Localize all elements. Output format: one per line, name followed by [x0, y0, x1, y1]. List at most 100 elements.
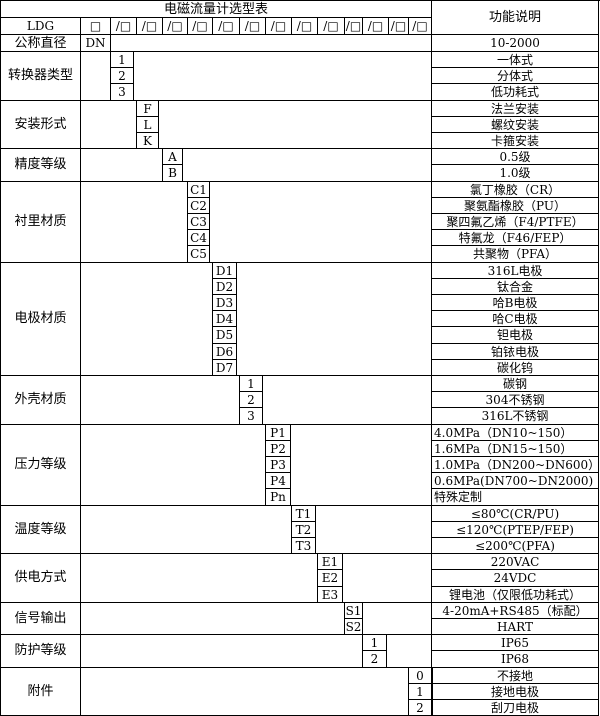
option-code: D3: [213, 295, 237, 311]
blank-cell: [291, 424, 432, 506]
option-code: D2: [213, 279, 237, 295]
option-code: C5: [188, 246, 210, 263]
blank-cell: [81, 52, 111, 101]
blank-cell: [81, 262, 213, 376]
blank-cell: [81, 554, 318, 603]
option-code: S1: [345, 603, 363, 619]
option-desc: 不接地: [432, 668, 599, 684]
blank-cell: [81, 667, 409, 716]
option-desc: 钽电极: [432, 327, 599, 344]
blank-cell: [237, 262, 432, 376]
blank-cell: [81, 424, 266, 506]
table-title: 电磁流量计选型表: [1, 1, 432, 18]
model-slot: /□: [266, 18, 292, 35]
option-code: P4: [266, 473, 291, 489]
option-desc: 钛合金: [432, 279, 599, 295]
model-slot: /□: [240, 18, 266, 35]
option-code: F: [137, 101, 159, 117]
option-desc: IP68: [432, 651, 599, 668]
option-desc: 螺纹安装: [432, 117, 599, 133]
option-code: 1: [409, 684, 432, 700]
blank-cell: [363, 602, 432, 636]
model-slot: /□: [213, 18, 240, 35]
option-code: Pn: [266, 489, 291, 506]
blank-cell: [183, 149, 432, 182]
option-code: D1: [213, 263, 237, 279]
nominal-diameter-code: DN: [81, 35, 111, 52]
option-code: T1: [292, 506, 316, 522]
option-code: 0: [409, 668, 432, 684]
option-desc: ≤80℃(CR/PU): [432, 506, 599, 522]
model-prefix: LDG: [1, 18, 81, 35]
group-label-accuracy: 精度等级: [1, 149, 81, 182]
option-desc: 聚氨酯橡胶（PU）: [432, 198, 599, 214]
option-desc: 1.0MPa（DN200~DN600）: [432, 457, 599, 473]
option-code: 3: [111, 84, 134, 101]
model-slot: /□: [111, 18, 137, 35]
group-label-lining: 衬里材质: [1, 181, 81, 263]
group-label-housing: 外壳材质: [1, 376, 81, 425]
option-desc: 特氟龙（F46/FEP）: [432, 230, 599, 246]
option-code: 2: [409, 700, 432, 716]
model-slot: □: [81, 18, 111, 35]
option-desc: HART: [432, 619, 599, 635]
option-desc: ≤200℃(PFA): [432, 538, 599, 554]
option-desc: 聚四氟乙烯（F4/PTFE）: [432, 214, 599, 230]
blank-cell: [263, 376, 432, 425]
blank-cell: [343, 554, 432, 603]
option-code: A: [163, 149, 183, 165]
group-label-power: 供电方式: [1, 554, 81, 603]
blank-cell: [387, 635, 432, 668]
option-code: T3: [292, 538, 316, 554]
blank-cell: [81, 505, 292, 555]
model-slot: /□: [318, 18, 345, 35]
model-slot: /□: [345, 18, 363, 35]
option-code: 1: [363, 635, 387, 651]
group-label-install: 安装形式: [1, 100, 81, 150]
option-code: E1: [318, 554, 343, 570]
option-desc: 24VDC: [432, 570, 599, 587]
model-slot: /□: [188, 18, 213, 35]
option-desc: 0.5级: [432, 149, 599, 165]
option-code: 2: [111, 68, 134, 84]
option-code: D5: [213, 327, 237, 344]
option-code: D6: [213, 344, 237, 360]
blank-cell: [81, 181, 188, 263]
option-code: D4: [213, 311, 237, 327]
option-code: C3: [188, 214, 210, 230]
option-desc: ≤120℃(PTEP/FEP): [432, 522, 599, 538]
option-desc: 低功耗式: [432, 84, 599, 101]
option-desc: 316L不锈钢: [432, 408, 599, 425]
option-code: E3: [318, 587, 343, 603]
blank-cell: [316, 505, 432, 555]
nominal-diameter-label: 公称直径: [1, 35, 81, 52]
option-desc: 刮刀电极: [432, 700, 599, 716]
option-desc: 法兰安装: [432, 101, 599, 117]
option-code: C4: [188, 230, 210, 246]
blank-cell: [81, 100, 137, 150]
option-desc: 接地电极: [432, 684, 599, 700]
option-code: 2: [363, 651, 387, 668]
option-code: C2: [188, 198, 210, 214]
blank-cell: [159, 100, 432, 150]
blank-cell: [134, 52, 432, 101]
option-code: S2: [345, 619, 363, 635]
option-desc: 锂电池（仅限低功耗式）: [432, 587, 599, 603]
option-desc: 1.6MPa（DN15~150）: [432, 441, 599, 457]
option-desc: 特殊定制: [432, 489, 599, 506]
option-code: P3: [266, 457, 291, 473]
option-code: E2: [318, 570, 343, 587]
blank-cell: [81, 149, 163, 182]
option-code: P1: [266, 425, 291, 441]
option-desc: 1.0级: [432, 165, 599, 182]
model-slot: /□: [389, 18, 409, 35]
option-desc: 一体式: [432, 52, 599, 68]
option-desc: 4-20mA+RS485（标配）: [432, 603, 599, 619]
group-label-temperature: 温度等级: [1, 505, 81, 555]
group-label-electrode: 电极材质: [1, 262, 81, 376]
model-slot: /□: [409, 18, 432, 35]
blank-cell: [111, 35, 432, 52]
blank-cell: [81, 635, 363, 668]
option-code: L: [137, 117, 159, 133]
option-desc: 铂铱电极: [432, 344, 599, 360]
